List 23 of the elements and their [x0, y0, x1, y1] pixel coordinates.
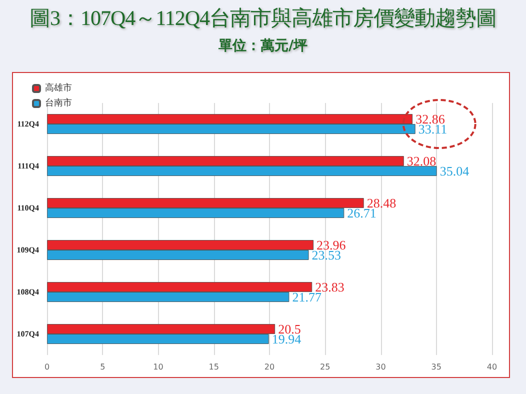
chart-title: 圖3：107Q4～112Q4台南市與高雄市房價變動趨勢圖 [28, 5, 498, 32]
x-tick-label: 20 [264, 362, 275, 372]
y-tick-label: 111Q4 [18, 162, 39, 170]
y-tick-label: 108Q4 [16, 288, 39, 296]
x-tick-label: 35 [431, 362, 442, 372]
legend-label: 台南市 [45, 98, 72, 108]
x-tick-label: 5 [100, 362, 106, 372]
x-tick-label: 30 [376, 362, 386, 372]
y-tick-label: 112Q4 [17, 120, 39, 128]
y-tick-label: 107Q4 [16, 330, 39, 338]
x-tick-label: 40 [486, 362, 498, 372]
data-label: 23.83 [315, 280, 344, 294]
y-tick-label: 109Q4 [16, 246, 39, 254]
data-label: 32.08 [406, 154, 436, 168]
legend-label: 高雄市 [45, 82, 72, 94]
data-label: 35.04 [440, 164, 470, 178]
x-tick-label: 0 [44, 362, 50, 372]
x-tick-label: 25 [320, 362, 330, 372]
x-tick-label: 10 [153, 362, 164, 372]
data-label: 28.48 [366, 196, 396, 210]
y-tick-label: 110Q4 [17, 204, 39, 212]
x-tick-label: 15 [208, 362, 219, 372]
chart-subtitle: 單位：萬元/坪 [217, 37, 309, 55]
